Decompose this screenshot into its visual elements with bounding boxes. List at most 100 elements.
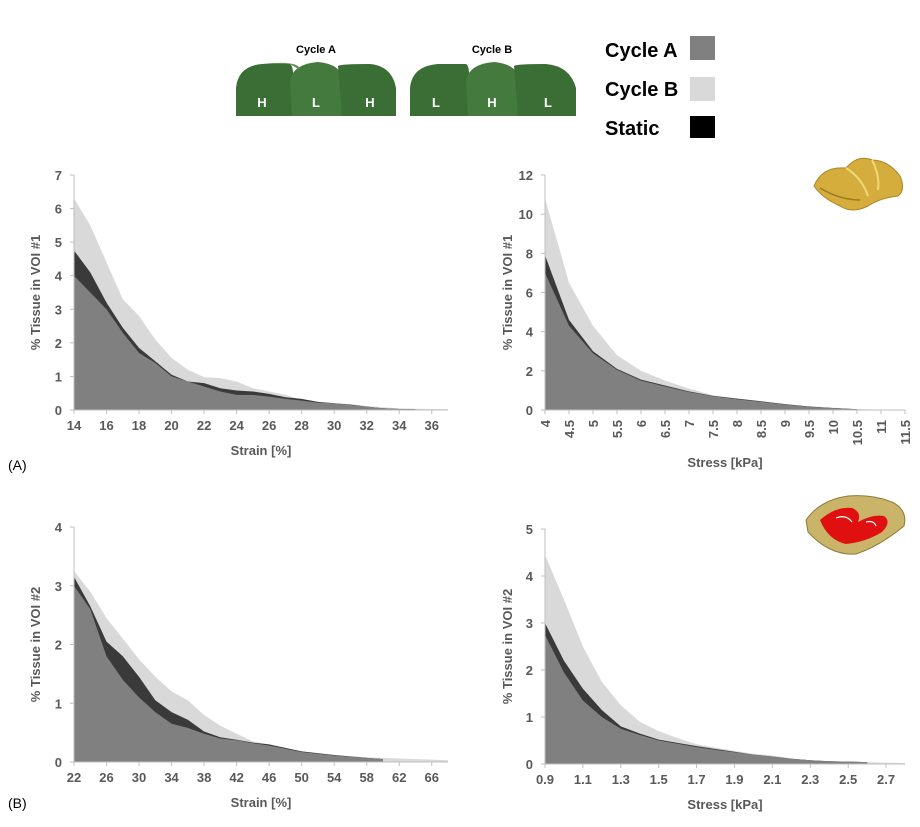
pad-label: H xyxy=(365,95,374,110)
y-tick-label: 0 xyxy=(526,403,533,418)
legend-label-cycle-a: Cycle A xyxy=(605,40,678,62)
y-tick-label: 0 xyxy=(55,403,62,418)
x-tick-label: 34 xyxy=(392,418,407,433)
x-tick-label: 22 xyxy=(67,770,81,785)
y-tick-label: 3 xyxy=(55,302,62,317)
x-tick-label: 0.9 xyxy=(536,772,554,787)
x-tick-label: 10 xyxy=(826,420,841,434)
x-tick-label: 10.5 xyxy=(850,420,865,445)
y-tick-label: 2 xyxy=(526,663,533,678)
cycle-b-schematic: Cycle B L H L xyxy=(410,44,576,116)
x-tick-label: 1.9 xyxy=(725,772,743,787)
x-tick-label: 30 xyxy=(327,418,341,433)
y-tick-label: 4 xyxy=(55,520,63,535)
pad-label: H xyxy=(487,95,496,110)
y-tick-label: 6 xyxy=(55,202,62,217)
x-tick-label: 38 xyxy=(197,770,211,785)
y-axis-label: % Tissue in VOI #1 xyxy=(500,235,515,350)
x-tick-label: 5 xyxy=(586,420,601,427)
pad-shape xyxy=(514,64,576,116)
panel-label-b: (B) xyxy=(8,795,27,811)
pad-label: L xyxy=(544,95,552,110)
x-tick-label: 42 xyxy=(229,770,243,785)
x-tick-label: 58 xyxy=(359,770,373,785)
pad-label: L xyxy=(432,95,440,110)
x-tick-label: 26 xyxy=(99,770,113,785)
y-tick-label: 2 xyxy=(55,638,62,653)
legend-swatch-static xyxy=(690,116,715,138)
legend-swatch-cycle-b xyxy=(690,77,715,101)
y-tick-label: 4 xyxy=(55,269,63,284)
x-tick-label: 7 xyxy=(682,420,697,427)
y-axis-label: % Tissue in VOI #2 xyxy=(500,589,515,704)
y-tick-label: 1 xyxy=(526,710,533,725)
y-tick-label: 0 xyxy=(55,755,62,770)
x-axis-label: Stress [kPa] xyxy=(687,455,762,470)
x-tick-label: 30 xyxy=(132,770,146,785)
voi2-tissue-thumbnail xyxy=(805,495,906,555)
pad-shape xyxy=(466,62,520,116)
y-tick-label: 0 xyxy=(526,757,533,772)
x-axis-label: Strain [%] xyxy=(231,795,292,810)
x-tick-label: 8 xyxy=(730,420,745,427)
x-tick-label: 1.1 xyxy=(574,772,592,787)
y-tick-label: 12 xyxy=(519,168,533,183)
x-tick-label: 22 xyxy=(197,418,211,433)
pad-shape xyxy=(290,62,344,116)
y-tick-label: 3 xyxy=(55,579,62,594)
x-tick-label: 2.3 xyxy=(801,772,819,787)
legend-swatch-cycle-a xyxy=(690,36,715,60)
y-tick-label: 4 xyxy=(526,569,534,584)
x-tick-label: 1.3 xyxy=(612,772,630,787)
x-tick-label: 9 xyxy=(778,420,793,427)
x-tick-label: 34 xyxy=(164,770,179,785)
area-cycle-a xyxy=(545,634,868,764)
x-tick-label: 2.1 xyxy=(763,772,781,787)
x-tick-label: 16 xyxy=(99,418,113,433)
x-tick-label: 46 xyxy=(262,770,276,785)
x-tick-label: 28 xyxy=(294,418,308,433)
cycle-a-pads: H L H xyxy=(236,62,396,116)
y-axis-label: % Tissue in VOI #1 xyxy=(28,235,43,350)
y-tick-label: 1 xyxy=(55,369,62,384)
x-tick-label: 2.5 xyxy=(839,772,857,787)
y-tick-label: 5 xyxy=(526,522,533,537)
area-cycle-a xyxy=(545,272,857,410)
x-tick-label: 1.7 xyxy=(688,772,706,787)
x-tick-label: 36 xyxy=(425,418,439,433)
voi1-tissue-thumbnail xyxy=(813,157,904,211)
x-axis-label: Strain [%] xyxy=(231,443,292,458)
x-tick-label: 26 xyxy=(262,418,276,433)
pad-shape xyxy=(338,64,396,116)
y-axis-label: % Tissue in VOI #2 xyxy=(28,587,43,702)
legend-label-cycle-b: Cycle B xyxy=(605,79,678,101)
x-tick-label: 7.5 xyxy=(706,420,721,438)
x-tick-label: 6.5 xyxy=(658,420,673,438)
area-cycle-a xyxy=(74,275,416,410)
y-tick-label: 4 xyxy=(526,325,534,340)
legend: Cycle A Cycle B Static xyxy=(605,36,715,140)
area-static xyxy=(545,623,868,764)
cycle-b-pads: L H L xyxy=(410,62,576,116)
x-tick-label: 4 xyxy=(538,419,553,427)
x-axis-label: Stress [kPa] xyxy=(687,797,762,812)
x-tick-label: 6 xyxy=(634,420,649,427)
x-tick-label: 2.7 xyxy=(877,772,895,787)
area-cycle-b xyxy=(74,198,448,410)
y-tick-label: 5 xyxy=(55,235,62,250)
x-tick-label: 54 xyxy=(327,770,342,785)
x-tick-label: 62 xyxy=(392,770,406,785)
panel-label-a: (A) xyxy=(8,457,27,473)
y-tick-label: 8 xyxy=(526,246,533,261)
y-tick-label: 7 xyxy=(55,168,62,183)
y-tick-label: 2 xyxy=(526,364,533,379)
x-tick-label: 50 xyxy=(294,770,308,785)
x-tick-label: 11 xyxy=(874,420,889,434)
pad-label: L xyxy=(312,95,320,110)
cycle-a-schematic: Cycle A H L H xyxy=(236,44,396,116)
y-tick-label: 1 xyxy=(55,696,62,711)
x-tick-label: 1.5 xyxy=(650,772,668,787)
